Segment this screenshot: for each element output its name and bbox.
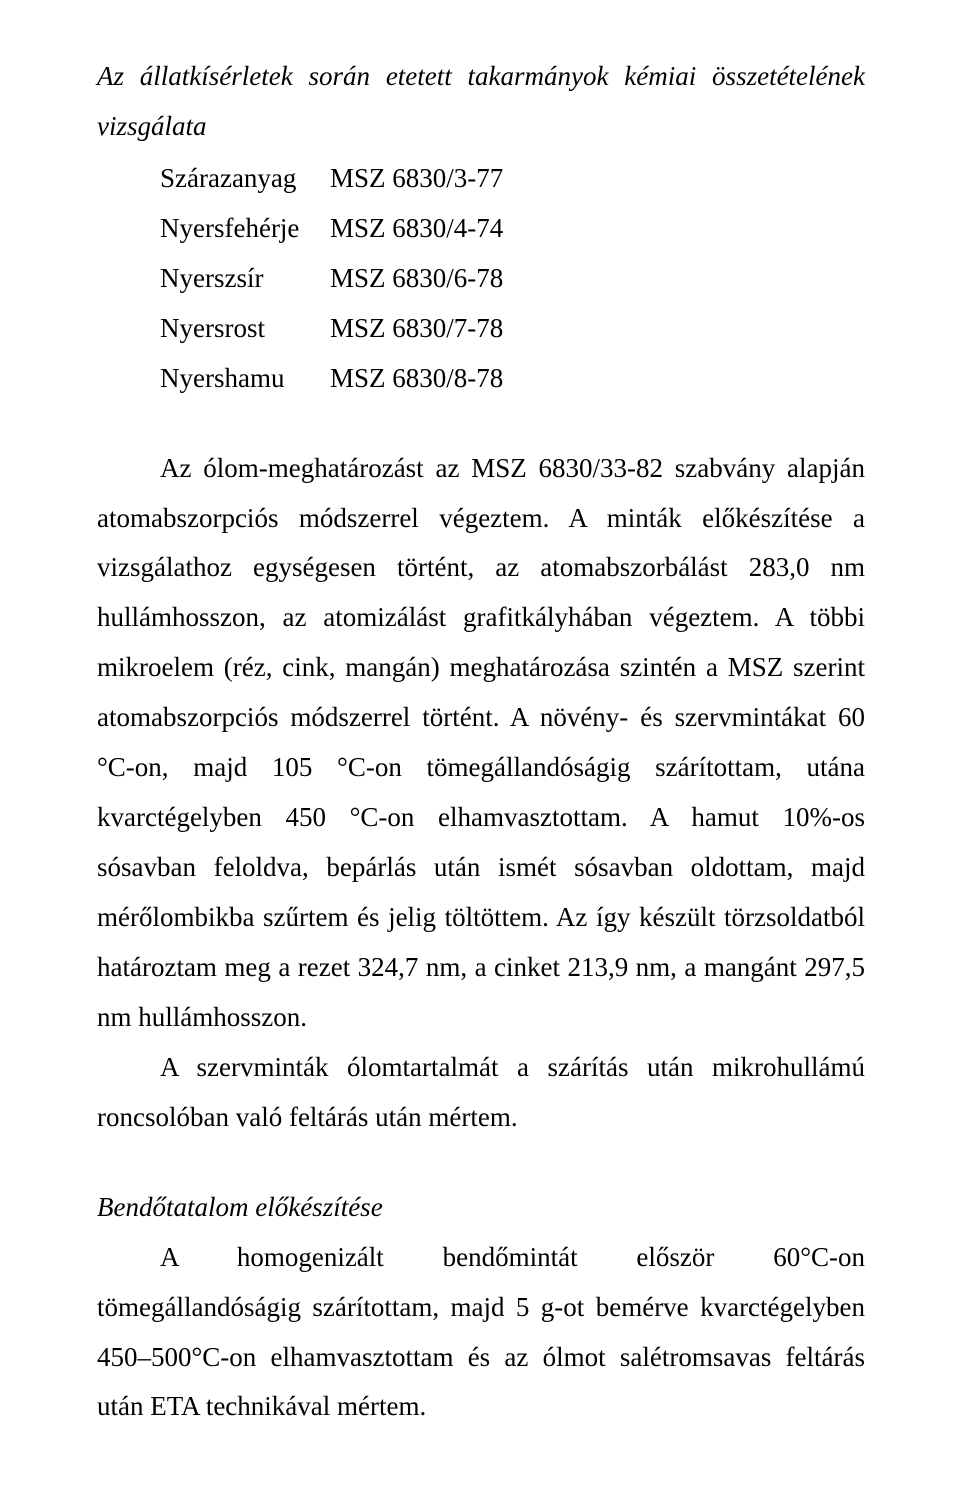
method-label: Nyersfehérje xyxy=(160,204,330,254)
table-row: Szárazanyag MSZ 6830/3-77 xyxy=(160,154,865,204)
method-label: Nyerszsír xyxy=(160,254,330,304)
document-page: Az állatkísérletek során etetett takarmá… xyxy=(0,0,960,1492)
body-paragraph-3: A homogenizált bendőmintát először 60°C-… xyxy=(97,1233,865,1433)
methods-table: Szárazanyag MSZ 6830/3-77 Nyersfehérje M… xyxy=(97,154,865,404)
method-value: MSZ 6830/6-78 xyxy=(330,254,865,304)
subsection-heading: Bendőtatalom előkészítése xyxy=(97,1183,865,1233)
table-row: Nyershamu MSZ 6830/8-78 xyxy=(160,354,865,404)
method-label: Nyershamu xyxy=(160,354,330,404)
body-paragraphs: Az ólom-meghatározást az MSZ 6830/33-82 … xyxy=(97,444,865,1143)
body-paragraph-2: A szervminták ólomtartalmát a szárítás u… xyxy=(97,1043,865,1143)
body-paragraph-1: Az ólom-meghatározást az MSZ 6830/33-82 … xyxy=(97,444,865,1043)
table-row: Nyersrost MSZ 6830/7-78 xyxy=(160,304,865,354)
method-label: Nyersrost xyxy=(160,304,330,354)
method-value: MSZ 6830/8-78 xyxy=(330,354,865,404)
table-row: Nyerszsír MSZ 6830/6-78 xyxy=(160,254,865,304)
method-value: MSZ 6830/4-74 xyxy=(330,204,865,254)
method-value: MSZ 6830/3-77 xyxy=(330,154,865,204)
table-row: Nyersfehérje MSZ 6830/4-74 xyxy=(160,204,865,254)
method-label: Szárazanyag xyxy=(160,154,330,204)
section-heading: Az állatkísérletek során etetett takarmá… xyxy=(97,52,865,152)
method-value: MSZ 6830/7-78 xyxy=(330,304,865,354)
